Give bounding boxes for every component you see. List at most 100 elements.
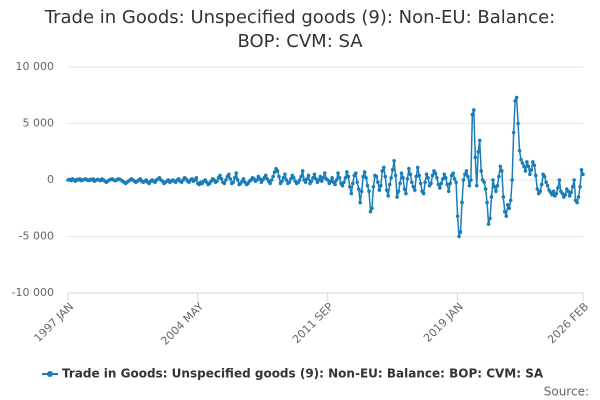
data-point	[557, 178, 562, 182]
data-point	[466, 174, 470, 179]
data-point	[277, 174, 281, 179]
data-point	[410, 180, 414, 185]
data-point	[241, 177, 246, 181]
chart-title: Trade in Goods: Unspecified goods (9): N…	[44, 7, 556, 52]
data-point	[495, 183, 500, 188]
data-point	[345, 170, 349, 174]
data-point	[337, 175, 342, 180]
data-point	[433, 171, 438, 176]
data-point	[446, 189, 451, 194]
data-point	[318, 174, 323, 179]
data-point	[417, 173, 422, 178]
data-point	[359, 189, 364, 194]
data-point	[526, 164, 531, 169]
data-point	[525, 160, 529, 164]
data-point	[477, 138, 482, 143]
data-point	[349, 191, 354, 196]
data-point	[523, 169, 528, 173]
data-point	[516, 121, 520, 126]
data-point	[421, 191, 426, 196]
data-point	[365, 183, 370, 188]
data-point	[513, 99, 517, 103]
y-tick-label: 0	[47, 173, 54, 186]
x-tick-label: 1997 JAN	[31, 300, 76, 345]
data-point	[287, 180, 292, 185]
data-point	[442, 172, 447, 177]
data-point	[510, 178, 514, 182]
data-point	[291, 175, 296, 180]
data-point	[464, 169, 469, 173]
data-point	[387, 182, 392, 187]
data-point	[305, 177, 309, 181]
data-point	[535, 187, 540, 191]
data-point	[280, 179, 284, 183]
data-point	[309, 179, 314, 183]
data-point	[412, 188, 417, 192]
data-point	[350, 181, 355, 186]
data-point	[482, 180, 486, 185]
data-point	[218, 173, 222, 178]
data-point	[532, 163, 537, 168]
data-point	[538, 189, 543, 194]
source: Source:	[544, 385, 589, 399]
data-point	[235, 178, 240, 182]
data-point	[311, 175, 315, 180]
data-point	[560, 191, 565, 196]
data-point	[297, 178, 302, 182]
data-point	[228, 177, 233, 181]
data-point	[514, 95, 519, 100]
data-point	[346, 174, 351, 179]
data-point	[414, 174, 419, 179]
data-point	[457, 234, 461, 239]
data-point	[576, 195, 581, 199]
data-point	[579, 168, 584, 172]
data-point	[404, 191, 408, 196]
data-point	[231, 180, 236, 185]
data-point	[306, 173, 311, 178]
data-point	[445, 182, 450, 187]
data-point	[511, 130, 516, 135]
data-point	[255, 178, 259, 182]
data-point	[455, 214, 460, 218]
data-point	[377, 188, 382, 192]
data-point	[485, 200, 489, 205]
data-point	[399, 171, 404, 176]
data-point	[314, 177, 318, 181]
data-point	[362, 170, 367, 174]
data-point	[396, 189, 401, 194]
data-point	[380, 169, 385, 173]
data-point	[364, 175, 368, 180]
data-point	[317, 178, 321, 182]
data-point	[393, 173, 398, 178]
data-point	[491, 178, 495, 182]
data-point	[572, 178, 576, 182]
data-point	[542, 174, 547, 179]
data-point	[470, 112, 475, 117]
data-point	[528, 172, 532, 177]
data-point	[343, 175, 348, 180]
data-point	[355, 180, 360, 185]
data-point	[353, 171, 358, 176]
data-point	[289, 177, 293, 181]
data-point	[519, 157, 523, 162]
data-point	[498, 164, 503, 169]
data-point	[508, 198, 513, 203]
data-point	[569, 190, 573, 195]
data-point	[379, 183, 383, 188]
data-point	[545, 183, 550, 188]
data-point	[492, 184, 497, 189]
data-point	[398, 181, 402, 186]
data-point	[356, 187, 361, 191]
data-point	[320, 179, 324, 183]
data-point	[522, 164, 526, 169]
data-point	[408, 172, 413, 177]
data-point	[567, 194, 572, 198]
data-point	[300, 169, 305, 173]
data-point	[556, 186, 560, 190]
data-point	[224, 178, 228, 182]
data-point	[418, 181, 423, 186]
data-point	[405, 177, 410, 181]
data-point	[402, 187, 407, 191]
data-point	[458, 230, 463, 234]
x-tick-label: 2011 SEP	[290, 300, 336, 346]
